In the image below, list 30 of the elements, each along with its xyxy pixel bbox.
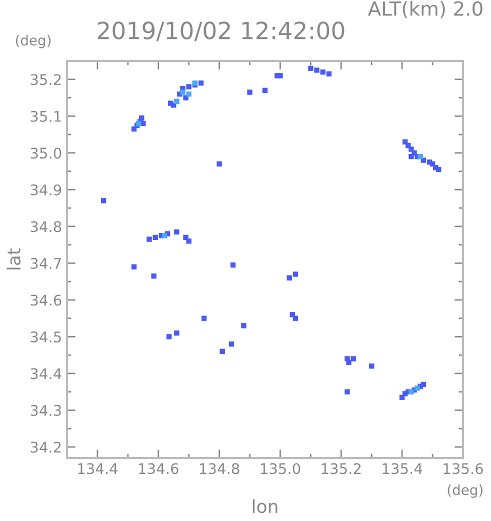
point <box>186 91 192 97</box>
y-tick-label: 34.6 <box>30 294 62 306</box>
point <box>180 90 186 95</box>
y-tick-label: 35.1 <box>30 110 61 122</box>
text: ALT(km) 2.0 <box>368 0 482 18</box>
point <box>162 233 168 238</box>
x-tick-label: 134.8 <box>200 463 240 474</box>
text: (deg) <box>16 34 51 48</box>
y-tick-label: 34.5 <box>30 331 61 342</box>
point <box>414 386 420 391</box>
y-tick-label: 35.0 <box>30 148 62 159</box>
y-tick-label: 34.8 <box>30 221 62 232</box>
y-axis-title: lat <box>6 248 21 270</box>
y-tick-label: 34.4 <box>30 368 62 380</box>
y-tick-label: 35.2 <box>30 74 61 86</box>
y-tick-label: 34.2 <box>30 442 61 453</box>
y-tick-label: 34.7 <box>30 258 61 269</box>
x-tick-label: 135.6 <box>444 463 483 474</box>
x-tick-label: 134.4 <box>78 463 118 474</box>
text: 135.0 <box>260 463 300 474</box>
point <box>418 154 423 160</box>
text: (deg) <box>448 484 482 498</box>
x-axis-title: lon <box>252 499 278 514</box>
x-tick-label: 135.2 <box>322 463 361 474</box>
x-tick-label: 135.4 <box>382 463 422 474</box>
x-tick-label: 134.6 <box>139 463 178 474</box>
chart-title: 2019/10/02 12:42:00 <box>98 22 344 42</box>
y-tick-label: 34.3 <box>30 404 61 416</box>
point <box>408 389 414 394</box>
y-tick-label: 34.9 <box>30 184 62 196</box>
